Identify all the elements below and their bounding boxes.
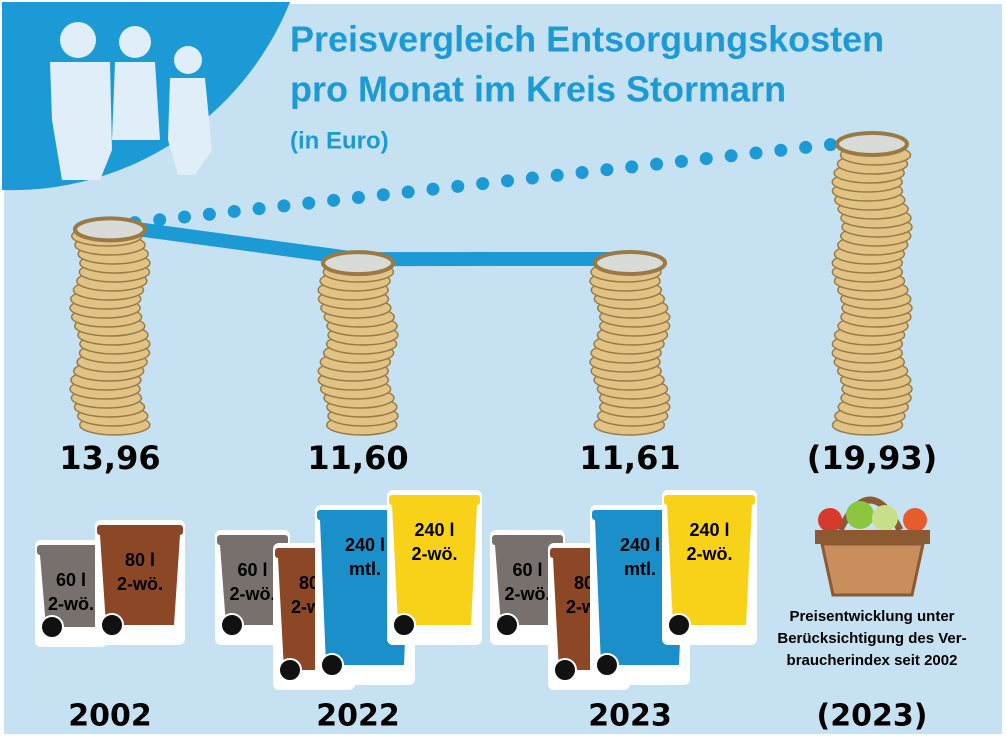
bin-label: 60 l bbox=[56, 570, 86, 590]
bin-label: 2-wö. bbox=[686, 544, 732, 564]
basket-icon bbox=[815, 500, 930, 595]
coin-stack bbox=[832, 133, 912, 435]
subtitle: (in Euro) bbox=[290, 127, 389, 154]
bin-wheel bbox=[668, 614, 690, 636]
bin-label: 240 l bbox=[345, 535, 385, 555]
bin-label: 240 l bbox=[620, 535, 660, 555]
category-label: 2023 bbox=[588, 699, 672, 734]
note-line: braucherindex seit 2002 bbox=[787, 652, 958, 669]
bin-label: 240 l bbox=[689, 520, 729, 540]
value-label: (19,93) bbox=[807, 439, 937, 477]
title-line: Preisvergleich Entsorgungskosten bbox=[290, 19, 884, 60]
infographic: Preisvergleich Entsorgungskosten pro Mon… bbox=[0, 0, 1006, 738]
note-line: Berücksichtigung des Ver- bbox=[777, 630, 966, 647]
bin-label: 2-wö. bbox=[504, 584, 550, 604]
bin-wheel bbox=[393, 614, 415, 636]
coin-stack bbox=[70, 218, 150, 435]
bin-lid bbox=[37, 545, 105, 555]
bin-wheel bbox=[101, 614, 123, 636]
coin-stack bbox=[318, 252, 398, 435]
bin-label: mtl. bbox=[349, 559, 381, 579]
bin-wheel bbox=[321, 654, 343, 676]
bin-wheel bbox=[221, 614, 243, 636]
waste-bin: 240 l 2-wö. bbox=[662, 490, 757, 645]
bin-label: 240 l bbox=[414, 520, 454, 540]
bin-label: 60 l bbox=[237, 560, 267, 580]
waste-bin: 80 l 2-wö. bbox=[95, 520, 185, 645]
bin-label: 80 l bbox=[125, 550, 155, 570]
value-label: 11,60 bbox=[307, 439, 408, 477]
bin-label: 60 l bbox=[512, 560, 542, 580]
bin-wheel bbox=[279, 659, 301, 681]
bin-wheel bbox=[596, 654, 618, 676]
bin-label: 2-wö. bbox=[117, 574, 163, 594]
coin-top bbox=[595, 252, 665, 274]
bin-wheel bbox=[554, 659, 576, 681]
bin-lid bbox=[664, 495, 755, 505]
value-label: 13,96 bbox=[59, 439, 160, 477]
category-label: (2023) bbox=[817, 699, 928, 734]
coin-stack bbox=[590, 252, 670, 435]
waste-bin: 240 l 2-wö. bbox=[387, 490, 482, 645]
category-label: 2022 bbox=[316, 699, 400, 734]
coin-top bbox=[323, 252, 393, 274]
coin-top bbox=[837, 133, 907, 155]
bin-label: 2-wö. bbox=[229, 584, 275, 604]
bin-wheel bbox=[41, 616, 63, 638]
coin-top bbox=[75, 218, 145, 240]
bin-wheel bbox=[496, 614, 518, 636]
bin-label: mtl. bbox=[624, 559, 656, 579]
category-label: 2002 bbox=[68, 699, 152, 734]
note-line: Preisentwicklung unter bbox=[789, 608, 954, 625]
bin-label: 2-wö. bbox=[411, 544, 457, 564]
title-line: pro Monat im Kreis Stormarn bbox=[290, 69, 786, 110]
bin-lid bbox=[97, 525, 183, 535]
bin-label: 2-wö. bbox=[48, 594, 94, 614]
value-label: 11,61 bbox=[579, 439, 680, 477]
bin-lid bbox=[389, 495, 480, 505]
